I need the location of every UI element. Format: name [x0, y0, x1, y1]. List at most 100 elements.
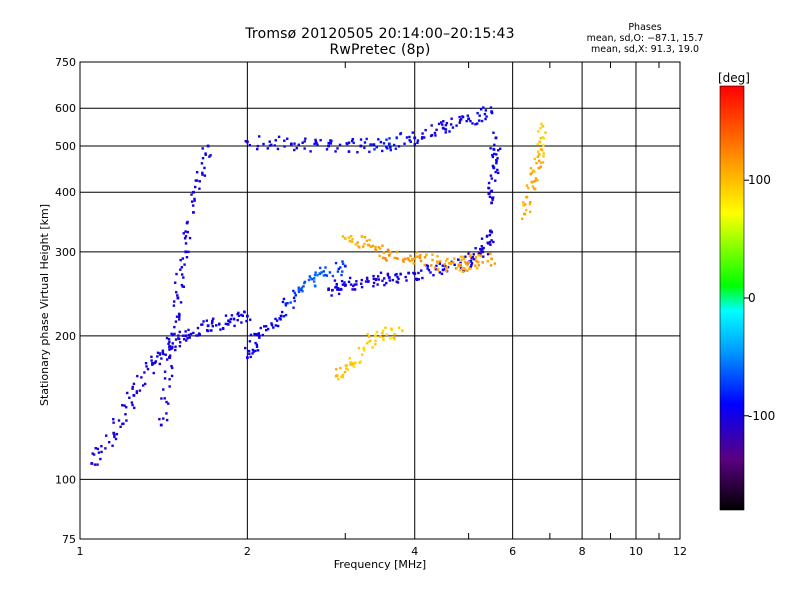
echo-point	[372, 277, 375, 281]
echo-point	[432, 273, 435, 277]
echo-point	[458, 115, 461, 119]
echo-point	[529, 172, 532, 176]
echo-point	[185, 339, 188, 342]
echo-point	[356, 244, 360, 248]
echo-point	[274, 317, 277, 321]
echo-point	[494, 170, 497, 174]
echo-point	[292, 296, 296, 300]
echo-point	[316, 274, 319, 277]
echo-point	[486, 252, 490, 256]
echo-point	[524, 208, 528, 212]
echo-point	[351, 237, 354, 241]
x-tick-label: 6	[509, 545, 516, 558]
echo-point	[374, 245, 377, 249]
echo-point	[356, 241, 359, 244]
echo-point	[201, 323, 204, 326]
echo-point	[374, 334, 377, 338]
echo-point	[261, 333, 265, 337]
echo-point	[489, 252, 492, 256]
echo-point	[360, 285, 364, 289]
echo-point	[304, 137, 307, 140]
echo-point	[542, 144, 545, 147]
echo-point	[357, 346, 361, 350]
echo-point	[163, 377, 167, 380]
echo-point	[494, 136, 498, 140]
echo-point	[469, 265, 472, 269]
echo-point	[379, 335, 382, 338]
echo-point	[178, 315, 181, 319]
echo-point	[488, 233, 492, 237]
echo-point	[336, 270, 340, 273]
echo-point	[352, 141, 355, 145]
echo-point	[463, 257, 466, 261]
echo-point	[453, 257, 456, 260]
echo-point	[477, 264, 481, 267]
echo-point	[168, 348, 171, 351]
echo-point	[175, 315, 179, 318]
echo-point	[441, 123, 444, 126]
echo-point	[174, 345, 177, 348]
echo-point	[96, 463, 99, 466]
echo-point	[224, 314, 228, 317]
echo-point	[245, 319, 248, 323]
echo-point	[374, 339, 377, 343]
echo-point	[528, 210, 532, 213]
echo-point	[466, 269, 469, 272]
echo-point	[346, 368, 349, 371]
echo-point	[495, 158, 498, 162]
echo-point	[483, 112, 487, 116]
echo-point	[254, 349, 257, 353]
echo-point	[270, 323, 274, 327]
echo-point	[393, 333, 396, 336]
echo-point	[537, 153, 541, 156]
echo-point	[360, 353, 364, 356]
echo-point	[351, 288, 354, 291]
echo-point	[416, 141, 419, 145]
echo-point	[300, 286, 304, 289]
echo-point	[407, 272, 410, 275]
echo-point	[107, 440, 111, 444]
echo-point	[469, 253, 472, 256]
echo-point	[464, 255, 467, 258]
echo-point	[359, 360, 362, 363]
echo-point	[491, 155, 495, 159]
echo-point	[126, 391, 129, 395]
echo-point	[431, 258, 434, 262]
echo-point	[339, 266, 342, 269]
echo-point	[319, 138, 322, 142]
echo-point	[324, 266, 327, 269]
echo-point	[459, 261, 462, 265]
echo-point	[493, 143, 496, 147]
echo-point	[171, 345, 174, 349]
echo-point	[191, 204, 195, 207]
echo-point	[376, 275, 380, 278]
echo-point	[295, 146, 298, 150]
echo-point	[354, 361, 357, 364]
echo-point	[533, 170, 536, 173]
echo-point	[203, 166, 206, 170]
echo-point	[495, 161, 498, 165]
echo-point	[457, 263, 460, 267]
echo-point	[421, 276, 424, 280]
echo-point	[268, 140, 271, 143]
echo-point	[100, 450, 103, 454]
echo-point	[132, 382, 136, 386]
echo-point	[172, 304, 176, 307]
echo-point	[491, 198, 494, 201]
echo-point	[493, 152, 496, 156]
echo-point	[324, 273, 327, 277]
echo-point	[479, 254, 483, 257]
echo-point	[146, 367, 150, 371]
echo-point	[351, 362, 355, 365]
echo-point	[372, 274, 375, 278]
echo-point	[538, 141, 541, 144]
echo-point	[181, 257, 185, 260]
echo-point	[93, 463, 97, 466]
echo-point	[243, 310, 246, 314]
echo-point	[478, 114, 481, 117]
echo-point	[221, 326, 225, 330]
echo-point	[354, 243, 357, 246]
echo-point	[256, 349, 260, 352]
echo-point	[197, 332, 201, 335]
